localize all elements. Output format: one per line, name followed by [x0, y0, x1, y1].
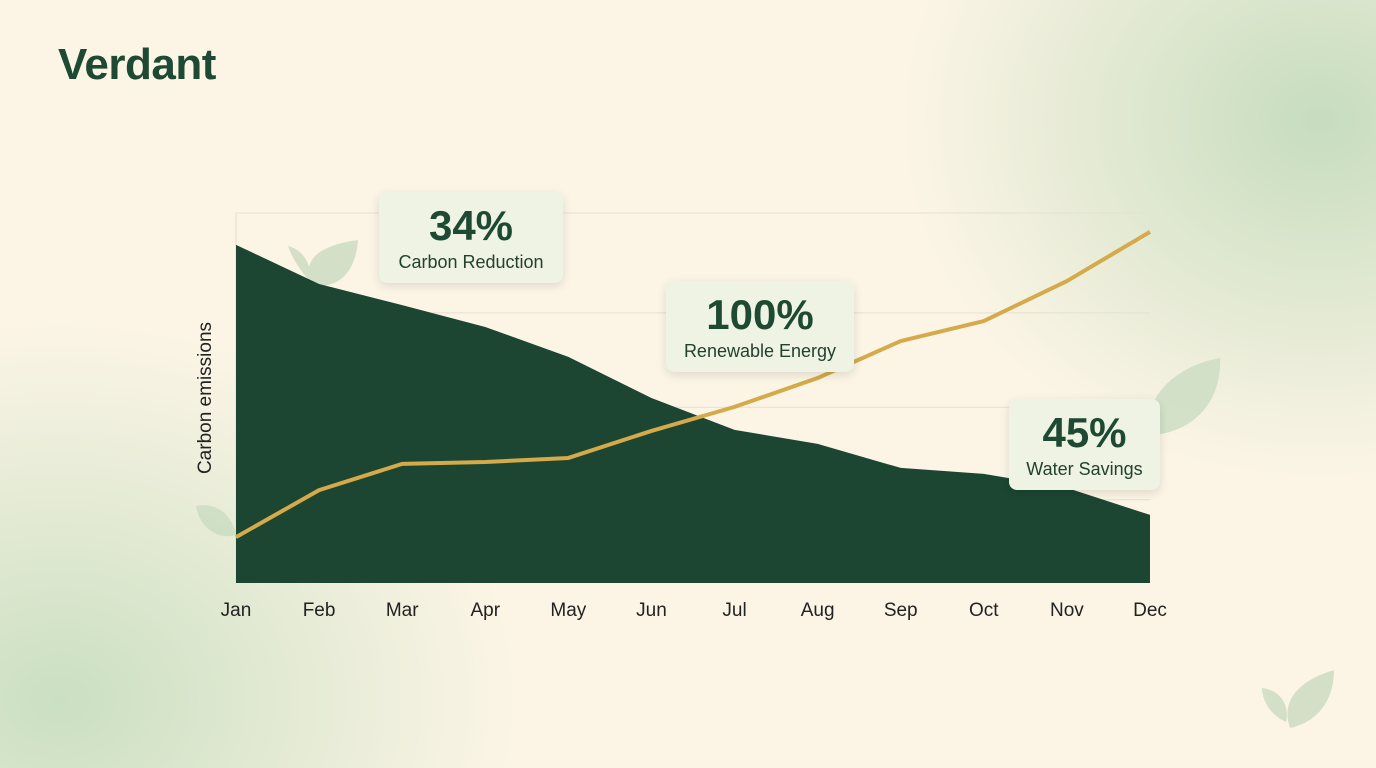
- stat-label: Renewable Energy: [683, 341, 837, 361]
- x-tick-label: Dec: [1133, 600, 1167, 621]
- stat-callout: 45% Water Savings: [1009, 399, 1160, 490]
- emissions-area: [236, 244, 1150, 583]
- stat-callout: 100% Renewable Energy: [666, 281, 854, 372]
- brand-title: Verdant: [58, 40, 216, 89]
- stat-label: Water Savings: [1026, 459, 1143, 479]
- x-tick-label: May: [550, 600, 586, 621]
- x-tick-label: Jul: [722, 600, 746, 621]
- stat-value: 45%: [1042, 409, 1127, 456]
- stat-value: 100%: [706, 291, 814, 338]
- x-tick-label: Oct: [969, 600, 999, 621]
- x-tick-label: Apr: [470, 600, 500, 621]
- stat-value: 34%: [428, 202, 514, 249]
- trend-line: [235, 230, 1152, 539]
- x-tick-label: Mar: [386, 600, 419, 621]
- x-tick-label: Jun: [636, 600, 667, 621]
- y-axis-label: Carbon emissions: [195, 322, 216, 474]
- x-tick-label: Jan: [221, 600, 252, 621]
- x-tick-label: Nov: [1050, 600, 1084, 621]
- x-tick-label: Aug: [801, 600, 835, 621]
- x-tick-label: Sep: [884, 600, 918, 621]
- stat-label: Carbon Reduction: [398, 252, 544, 272]
- leaf-decoration: [196, 240, 1334, 728]
- x-tick-label: Feb: [303, 600, 336, 621]
- stat-callout: 34% Carbon Reduction: [379, 192, 563, 283]
